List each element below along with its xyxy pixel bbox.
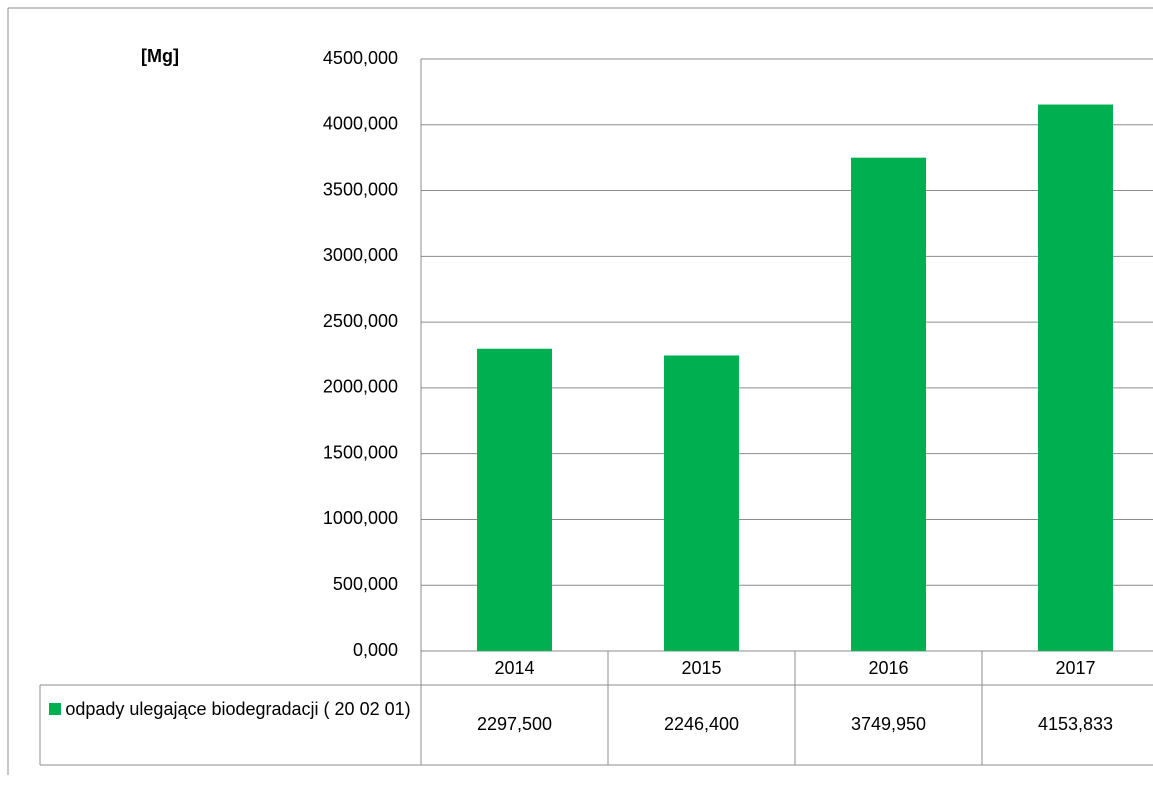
table-value: 2297,500 xyxy=(477,714,552,734)
table-value: 3749,950 xyxy=(851,714,926,734)
bar xyxy=(477,348,552,651)
x-tick-label: 2015 xyxy=(681,658,721,678)
x-tick-label: 2016 xyxy=(868,658,908,678)
y-tick-label: 1500,000 xyxy=(323,442,398,462)
legend-swatch xyxy=(49,703,62,715)
bar xyxy=(664,355,739,651)
y-tick-label: 4500,000 xyxy=(323,48,398,68)
table-value: 2246,400 xyxy=(664,714,739,734)
bar xyxy=(851,157,926,651)
y-tick-label: 0,000 xyxy=(353,640,398,660)
y-axis-label: [Mg] xyxy=(141,46,179,66)
y-tick-label: 500,000 xyxy=(333,574,398,594)
legend-text: odpady ulegające biodegradacji ( 20 02 0… xyxy=(65,699,411,719)
legend-entry: odpady ulegające biodegradacji ( 20 02 0… xyxy=(44,696,416,722)
table-value: 4153,833 xyxy=(1038,714,1113,734)
x-tick-label: 2014 xyxy=(494,658,534,678)
y-tick-label: 1000,000 xyxy=(323,508,398,528)
x-tick-label: 2017 xyxy=(1055,658,1095,678)
y-tick-label: 3000,000 xyxy=(323,245,398,265)
y-tick-label: 2000,000 xyxy=(323,377,398,397)
y-tick-label: 4000,000 xyxy=(323,114,398,134)
y-tick-label: 2500,000 xyxy=(323,311,398,331)
y-tick-label: 3500,000 xyxy=(323,179,398,199)
bar xyxy=(1038,104,1113,652)
